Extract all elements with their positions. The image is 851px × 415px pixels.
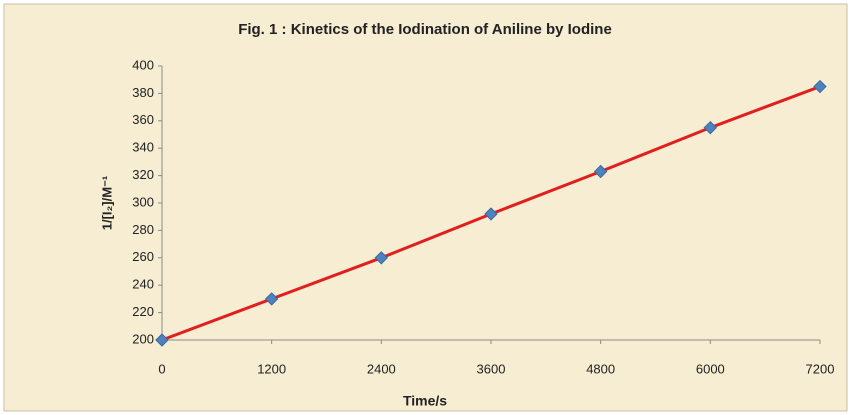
x-axis-label: Time/s bbox=[403, 393, 447, 409]
x-tick-label: 7200 bbox=[806, 361, 835, 376]
x-tick-label: 1200 bbox=[257, 361, 286, 376]
y-tick-label: 260 bbox=[132, 249, 154, 264]
y-tick-label: 360 bbox=[132, 112, 154, 127]
data-point bbox=[703, 120, 718, 135]
y-tick-label: 380 bbox=[132, 85, 154, 100]
chart-title: Fig. 1 : Kinetics of the Iodination of A… bbox=[238, 21, 612, 38]
y-tick-label: 280 bbox=[132, 222, 154, 237]
y-tick-label: 220 bbox=[132, 304, 154, 319]
chart-background bbox=[3, 3, 848, 412]
x-tick-label: 2400 bbox=[367, 361, 396, 376]
y-axis-label: 1/[I₂]/M⁻¹ bbox=[99, 176, 114, 231]
y-tick-label: 200 bbox=[132, 331, 154, 346]
y-tick-label: 340 bbox=[132, 140, 154, 155]
x-tick-label: 4800 bbox=[586, 361, 615, 376]
data-point bbox=[155, 333, 169, 347]
data-point bbox=[374, 251, 389, 265]
data-point bbox=[813, 79, 827, 94]
data-point bbox=[484, 207, 498, 221]
data-point bbox=[264, 292, 279, 306]
y-tick-label: 300 bbox=[132, 194, 154, 209]
x-tick-label: 6000 bbox=[696, 361, 725, 376]
y-tick-label: 400 bbox=[132, 57, 154, 72]
x-tick-label: 0 bbox=[158, 361, 165, 376]
data-point bbox=[593, 164, 608, 179]
y-tick-label: 320 bbox=[132, 167, 154, 182]
x-tick-label: 3600 bbox=[477, 361, 506, 376]
y-tick-label: 240 bbox=[132, 277, 154, 292]
